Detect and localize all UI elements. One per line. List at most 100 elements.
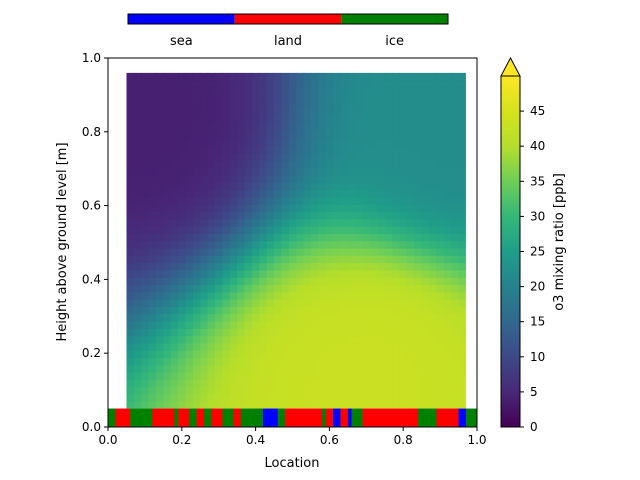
heatmap-cell — [392, 393, 401, 402]
heatmap-cell — [451, 335, 460, 344]
heatmap-cell — [296, 386, 305, 395]
heatmap-cell — [148, 386, 157, 395]
heatmap-cell — [429, 109, 438, 118]
heatmap-cell — [443, 364, 452, 373]
heatmap-cell — [170, 72, 179, 81]
heatmap-cell — [384, 116, 393, 125]
heatmap-cell — [148, 284, 157, 293]
heatmap-cell — [414, 284, 423, 293]
heatmap-cell — [200, 80, 209, 88]
x-tick-label: 1.0 — [467, 433, 486, 447]
heatmap-cell — [192, 174, 201, 183]
heatmap-cell — [355, 277, 364, 286]
heatmap-cell — [192, 94, 201, 103]
heatmap-cell — [414, 116, 423, 125]
heatmap-cell — [458, 116, 466, 125]
heatmap-cell — [229, 94, 238, 103]
heatmap-cell — [222, 291, 231, 300]
heatmap-cell — [200, 401, 209, 409]
heatmap-cell — [443, 218, 452, 227]
surface-strip-segment-ice — [351, 408, 363, 427]
heatmap-cell — [392, 131, 401, 140]
heatmap-cell — [384, 393, 393, 402]
heatmap-cell — [296, 167, 305, 176]
heatmap-cell — [148, 160, 157, 169]
heatmap-cell — [377, 72, 386, 81]
heatmap-cell — [318, 94, 327, 103]
heatmap-cell — [274, 393, 283, 402]
heatmap-cell — [178, 131, 187, 140]
colorbar-tick-label: 40 — [530, 139, 545, 153]
heatmap-cell — [451, 94, 460, 103]
heatmap-cell — [148, 379, 157, 388]
heatmap-cell — [406, 393, 415, 402]
heatmap-cell — [355, 72, 364, 81]
heatmap-cell — [355, 138, 364, 147]
heatmap-cell — [436, 196, 445, 205]
heatmap-cell — [443, 393, 452, 402]
heatmap-cell — [392, 174, 401, 183]
heatmap-cell — [451, 196, 460, 205]
heatmap-cell — [325, 313, 334, 322]
x-tick-label: 0.6 — [320, 433, 339, 447]
heatmap-cell — [274, 174, 283, 183]
heatmap-cell — [155, 284, 164, 293]
heatmap-cell — [281, 101, 290, 110]
heatmap-cell — [244, 372, 253, 380]
heatmap-cell — [318, 116, 327, 125]
heatmap-cell — [155, 386, 164, 395]
heatmap-cell — [200, 160, 209, 169]
heatmap-cell — [421, 233, 430, 242]
surface-strip-segment-sea — [458, 408, 467, 427]
heatmap-cell — [347, 393, 356, 402]
heatmap-cell — [443, 386, 452, 395]
heatmap-cell — [229, 306, 238, 315]
heatmap-cell — [266, 328, 275, 337]
heatmap-cell — [237, 284, 246, 293]
heatmap-cell — [170, 167, 179, 176]
heatmap-cell — [377, 284, 386, 293]
heatmap-cell — [333, 189, 342, 198]
heatmap-cell — [458, 160, 466, 169]
heatmap-cell — [266, 320, 275, 329]
heatmap-cell — [229, 189, 238, 198]
heatmap-cell — [421, 335, 430, 344]
heatmap-cell — [274, 101, 283, 110]
heatmap-cell — [229, 211, 238, 220]
heatmap-cell — [251, 226, 260, 234]
heatmap-cell — [274, 291, 283, 300]
heatmap-cell — [281, 240, 290, 249]
heatmap-cell — [369, 101, 378, 110]
heatmap-cell — [126, 233, 135, 242]
heatmap-cell — [126, 226, 135, 234]
heatmap-cell — [362, 218, 371, 227]
heatmap-cell — [244, 72, 253, 81]
heatmap-cell — [399, 101, 408, 110]
heatmap-cell — [414, 153, 423, 161]
heatmap-cell — [384, 262, 393, 271]
heatmap-cell — [384, 342, 393, 351]
heatmap-cell — [281, 269, 290, 278]
heatmap-cell — [340, 372, 349, 380]
heatmap-cell — [392, 80, 401, 88]
heatmap-cell — [318, 226, 327, 234]
heatmap-cell — [303, 379, 312, 388]
heatmap-cell — [421, 291, 430, 300]
y-tick-label: 0.6 — [82, 199, 101, 213]
heatmap-cell — [436, 342, 445, 351]
heatmap-cell — [325, 153, 334, 161]
heatmap-cell — [155, 182, 164, 191]
heatmap-cell — [126, 393, 135, 402]
heatmap-cell — [178, 247, 187, 256]
heatmap-cell — [325, 109, 334, 118]
heatmap-cell — [296, 204, 305, 213]
heatmap-cell — [384, 145, 393, 154]
heatmap-cell — [392, 211, 401, 220]
heatmap-cell — [399, 189, 408, 198]
heatmap-cell — [244, 291, 253, 300]
heatmap-cell — [215, 379, 223, 388]
heatmap-cell — [259, 87, 268, 96]
heatmap-cell — [192, 233, 201, 242]
heatmap-cell — [178, 123, 187, 132]
heatmap-cell — [451, 182, 460, 191]
